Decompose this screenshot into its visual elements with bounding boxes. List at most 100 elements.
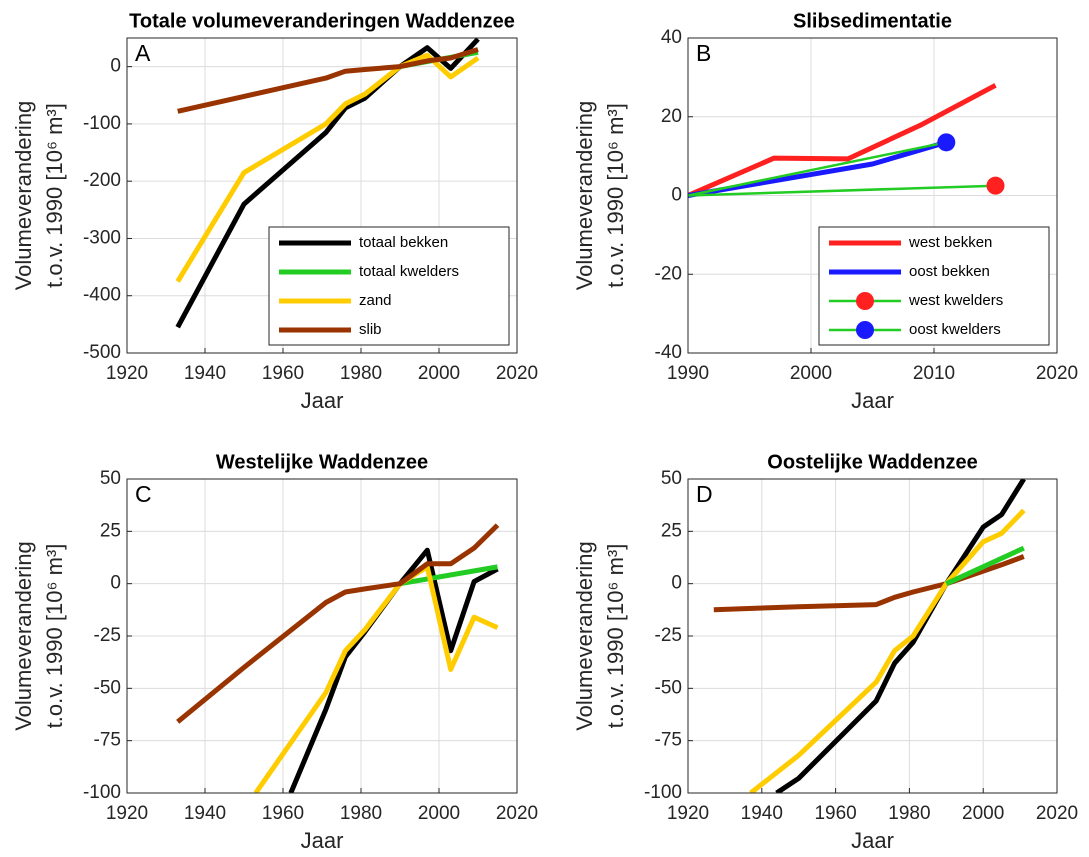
- x-tick-label: 1960: [262, 363, 304, 384]
- y-tick-label: -75: [655, 730, 682, 751]
- panel: 1990 2000 2010 2020 -40 -20 0 20 40 B Slibsediment…: [572, 10, 1078, 413]
- y-tick-label: 0: [671, 185, 682, 206]
- series-line: [688, 141, 947, 197]
- y-tick-label: -200: [83, 170, 121, 191]
- panel-label: D: [696, 481, 713, 507]
- x-tick-label: 2000: [790, 363, 832, 384]
- legend-label: totaal kwelders: [359, 263, 459, 280]
- legend-label: totaal bekken: [359, 234, 448, 251]
- y-tick-label: -25: [94, 625, 121, 646]
- y-tick-label: 25: [100, 520, 121, 541]
- legend-marker: [856, 321, 874, 339]
- x-tick-label: 1920: [106, 363, 148, 384]
- legend-label: west bekken: [908, 234, 992, 251]
- x-tick-label: 1960: [262, 803, 304, 824]
- x-tick-label: 2000: [962, 803, 1004, 824]
- y-axis-label: Volumeverandering: [572, 541, 597, 731]
- panel: 1920 1940 1960 1980 2000 2020 -100 -75 -50 -25 0 25…: [572, 451, 1078, 853]
- x-tick-label: 1990: [667, 363, 709, 384]
- panel: 1920 1940 1960 1980 2000 2020 -500 -400 -300 -200…: [11, 10, 538, 413]
- legend-marker: [856, 292, 874, 310]
- legend-label: oost kwelders: [909, 321, 1001, 338]
- series-group: [688, 83, 997, 198]
- y-tick-label: -100: [644, 782, 682, 803]
- y-tick-label: -25: [655, 625, 682, 646]
- x-tick-label: 2020: [496, 803, 538, 824]
- panel-label: C: [135, 481, 152, 507]
- legend-box: [268, 226, 510, 346]
- x-tick-label: 1920: [106, 803, 148, 824]
- series-marker: [937, 133, 956, 152]
- y-tick-label: 40: [661, 27, 682, 48]
- chart-title: Totale volumeveranderingen Waddenzee: [129, 10, 515, 32]
- x-axis-label: Jaar: [851, 828, 894, 853]
- y-tick-label: 25: [661, 520, 682, 541]
- y-tick-label: -400: [83, 285, 121, 306]
- series-group: [713, 479, 1026, 793]
- x-tick-label: 2020: [496, 363, 538, 384]
- y-tick-label: -20: [655, 263, 682, 284]
- panel: 1920 1940 1960 1980 2000 2020 -100 -75 -50 -25 0 25…: [11, 451, 538, 853]
- y-tick-label: -100: [83, 113, 121, 134]
- y-tick-label: -100: [83, 782, 121, 803]
- y-tick-label: 0: [110, 56, 121, 77]
- series-group: [175, 38, 480, 329]
- y-tick-label: 50: [100, 468, 121, 489]
- x-tick-label: 2010: [913, 363, 955, 384]
- chart-title: Oostelijke Waddenzee: [767, 451, 977, 473]
- y-axis-label: t.o.v. 1990 [10⁶ m³]: [42, 544, 67, 729]
- y-axis-label: t.o.v. 1990 [10⁶ m³]: [42, 103, 67, 288]
- axes-box: [126, 478, 518, 794]
- series-line: [775, 479, 1026, 793]
- x-tick-label: 1940: [184, 803, 226, 824]
- series-line: [399, 564, 498, 587]
- x-tick-label: 2020: [1036, 363, 1078, 384]
- series-line: [749, 508, 1026, 793]
- x-tick-label: 1980: [340, 803, 382, 824]
- legend: west bekken oost bekken west kwelders oost …: [818, 226, 1050, 346]
- series-line: [945, 545, 1025, 586]
- series-line: [175, 52, 480, 283]
- y-axis-label: Volumeverandering: [11, 101, 36, 291]
- y-axis-label: t.o.v. 1990 [10⁶ m³]: [603, 544, 628, 729]
- x-axis-label: Jaar: [851, 388, 894, 413]
- y-tick-label: -50: [94, 677, 121, 698]
- legend-label: oost bekken: [909, 263, 990, 280]
- panel-label: B: [696, 40, 711, 66]
- series-line: [176, 523, 500, 724]
- y-tick-label: -300: [83, 227, 121, 248]
- x-tick-label: 1940: [741, 803, 783, 824]
- x-tick-label: 1920: [667, 803, 709, 824]
- axes-box: [687, 478, 1058, 794]
- y-tick-label: 20: [661, 106, 682, 127]
- x-tick-label: 1940: [184, 363, 226, 384]
- series-line: [688, 83, 997, 198]
- series-line: [688, 184, 996, 197]
- legend-label: slib: [359, 321, 382, 338]
- y-axis-label: Volumeverandering: [11, 541, 36, 731]
- axes-box: [687, 37, 1058, 354]
- x-tick-label: 1980: [340, 363, 382, 384]
- chart-title: Slibsedimentatie: [793, 10, 952, 32]
- x-tick-label: 2000: [418, 363, 460, 384]
- series-line: [688, 139, 948, 198]
- y-axis-label: Volumeverandering: [572, 101, 597, 291]
- y-tick-label: 0: [671, 573, 682, 594]
- legend: totaal bekken totaal kwelders zand slib: [268, 226, 510, 346]
- panel-label: A: [135, 40, 151, 66]
- y-tick-label: -75: [94, 730, 121, 751]
- x-tick-label: 2020: [1036, 803, 1078, 824]
- y-axis-label: t.o.v. 1990 [10⁶ m³]: [603, 103, 628, 288]
- y-tick-label: -50: [655, 677, 682, 698]
- series-line: [177, 47, 479, 114]
- series-line: [175, 38, 480, 329]
- axes-box: [126, 37, 518, 354]
- legend-label: zand: [359, 292, 392, 309]
- y-tick-label: 0: [110, 573, 121, 594]
- x-tick-label: 1960: [814, 803, 856, 824]
- y-tick-label: 50: [661, 468, 682, 489]
- y-tick-label: -40: [655, 342, 682, 363]
- series-marker: [986, 176, 1005, 195]
- legend-label: west kwelders: [908, 292, 1003, 309]
